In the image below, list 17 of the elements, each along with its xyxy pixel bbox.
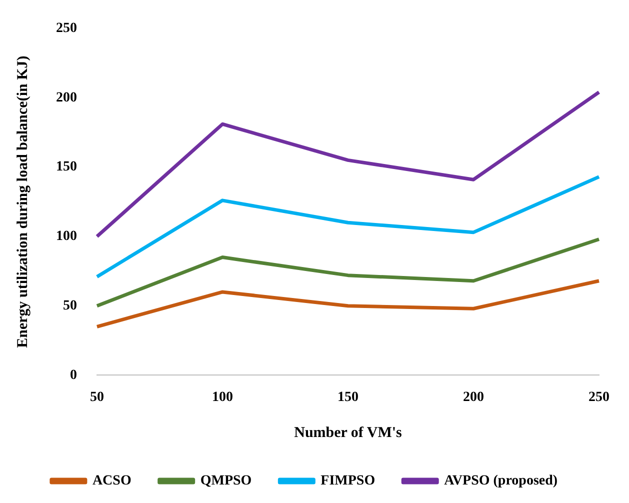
x-tick-label: 250 — [588, 390, 610, 406]
legend-label: FIMPSO — [320, 474, 376, 489]
x-tick-label: 200 — [463, 390, 484, 406]
x-axis-title: Number of VM's — [294, 424, 402, 441]
y-tick-label: 50 — [63, 298, 77, 314]
legend-label: AVPSO (proposed) — [444, 474, 558, 489]
y-tick-label: 0 — [70, 368, 77, 383]
legend-label: ACSO — [92, 474, 132, 489]
x-tick-label: 150 — [338, 390, 358, 406]
legend-label: QMPSO — [200, 474, 252, 489]
y-tick-label: 150 — [56, 160, 77, 175]
y-tick-label: 100 — [56, 229, 77, 244]
x-tick-label: 50 — [90, 390, 104, 406]
y-axis-title: Energy utilization during load balance(in KJ) — [14, 56, 31, 348]
y-tick-label: 200 — [56, 90, 77, 106]
y-tick-label: 250 — [56, 21, 77, 36]
x-tick-label: 100 — [212, 390, 233, 406]
